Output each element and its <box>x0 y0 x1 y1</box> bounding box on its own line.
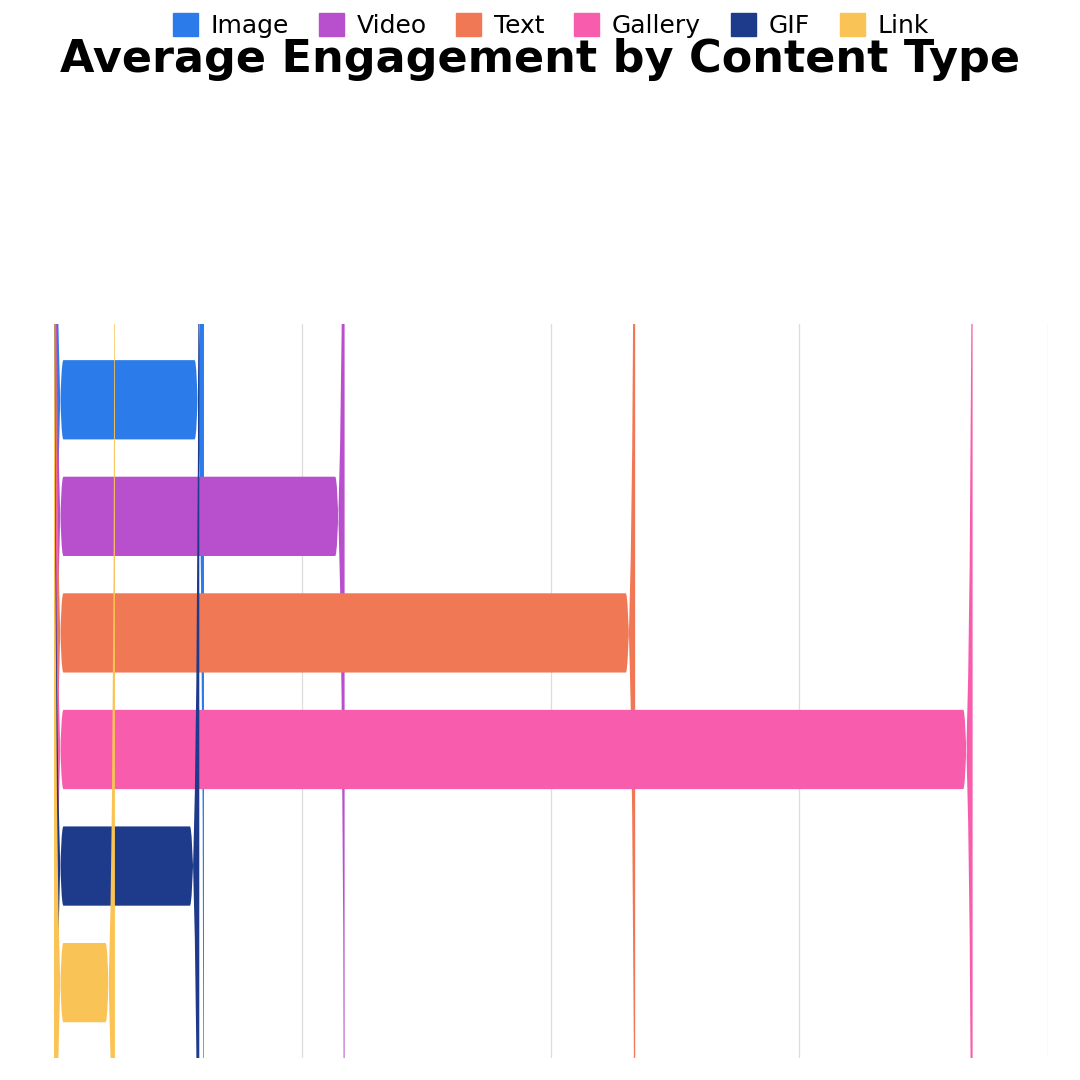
Legend: Image, Video, Text, Gallery, GIF, Link: Image, Video, Text, Gallery, GIF, Link <box>173 13 929 38</box>
FancyBboxPatch shape <box>54 0 114 1080</box>
FancyBboxPatch shape <box>54 0 635 1080</box>
FancyBboxPatch shape <box>54 0 345 1080</box>
Text: Average Engagement by Content Type: Average Engagement by Content Type <box>60 38 1020 81</box>
FancyBboxPatch shape <box>54 0 200 1080</box>
FancyBboxPatch shape <box>54 0 973 1080</box>
FancyBboxPatch shape <box>54 0 204 1080</box>
